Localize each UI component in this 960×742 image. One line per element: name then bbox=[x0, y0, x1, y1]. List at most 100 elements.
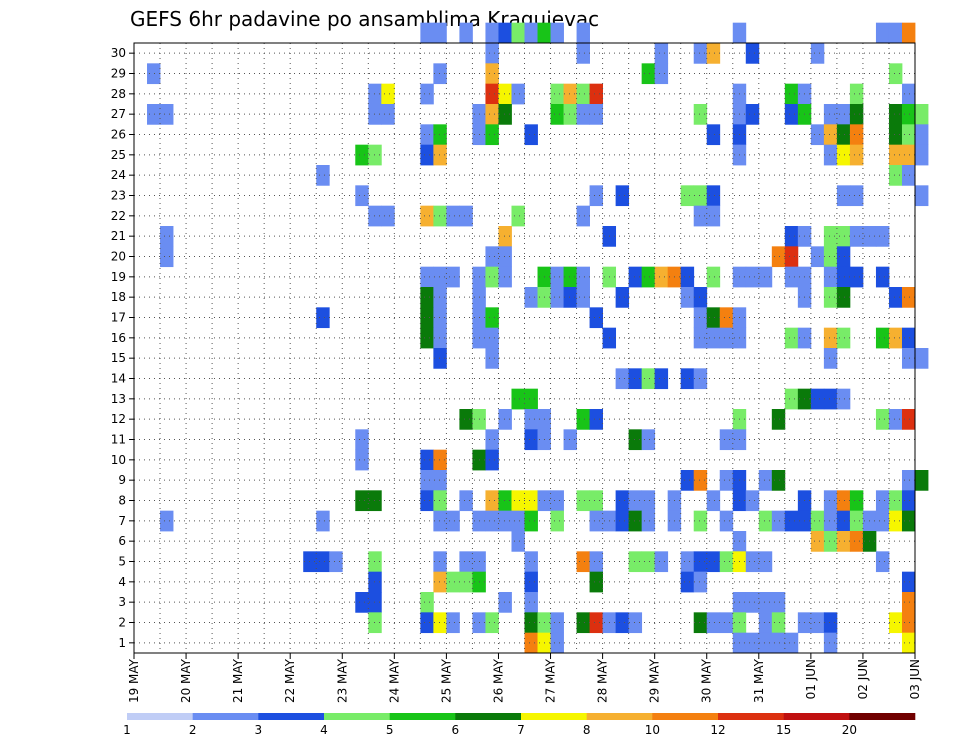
heatmap-cell bbox=[823, 348, 838, 369]
heatmap-cell bbox=[563, 104, 577, 125]
heatmap-cell bbox=[771, 246, 786, 268]
heatmap-cell bbox=[836, 124, 851, 146]
heatmap-cell bbox=[615, 368, 630, 390]
heatmap-cell bbox=[849, 185, 864, 207]
heatmap-cell bbox=[160, 246, 174, 268]
heatmap-cell bbox=[719, 470, 734, 491]
heatmap-cell bbox=[641, 510, 656, 532]
y-tick-label: 9 bbox=[118, 473, 126, 487]
heatmap-cell bbox=[316, 551, 330, 573]
heatmap-cell bbox=[823, 388, 838, 410]
heatmap-cell bbox=[589, 185, 603, 207]
heatmap-cell bbox=[849, 266, 864, 288]
y-axis-ticks: 1234567891011121314151617181920212223242… bbox=[111, 46, 134, 650]
heatmap-cell bbox=[576, 490, 590, 512]
heatmap-cell bbox=[381, 83, 395, 105]
heatmap-cell bbox=[836, 266, 851, 288]
heatmap-cell bbox=[524, 632, 538, 654]
heatmap-cell bbox=[823, 246, 838, 268]
heatmap-cell bbox=[628, 510, 643, 532]
heatmap-cell bbox=[355, 429, 369, 451]
heatmap-cell bbox=[589, 409, 603, 430]
heatmap-cell bbox=[433, 144, 447, 166]
heatmap-cell bbox=[901, 632, 916, 654]
y-tick-label: 23 bbox=[111, 189, 126, 203]
heatmap-cell bbox=[420, 307, 434, 329]
x-axis-ticks: 19 MAY 20 MAY 21 MAY 22 MAY 23 MAY 24 MAY 25 M… bbox=[127, 653, 922, 703]
heatmap-cell bbox=[147, 104, 161, 125]
heatmap-cell bbox=[368, 612, 382, 634]
heatmap-cell bbox=[758, 470, 773, 491]
colorbar-label: 7 bbox=[517, 723, 525, 737]
heatmap-cell bbox=[836, 531, 851, 552]
heatmap-cell bbox=[329, 551, 343, 573]
heatmap-cell bbox=[641, 551, 656, 573]
heatmap-cell bbox=[433, 470, 447, 491]
heatmap-cell bbox=[160, 104, 174, 125]
heatmap-cell bbox=[823, 226, 838, 247]
heatmap-cell bbox=[485, 266, 499, 288]
heatmap-cell bbox=[485, 348, 499, 369]
colorbar-label: 20 bbox=[842, 723, 857, 737]
colorbar-label: 2 bbox=[189, 723, 197, 737]
colorbar-label: 3 bbox=[255, 723, 263, 737]
heatmap-cell bbox=[680, 571, 695, 593]
heatmap-cell bbox=[771, 632, 786, 654]
colorbar-segment bbox=[324, 713, 390, 720]
heatmap-cell bbox=[433, 490, 447, 512]
heatmap-cell bbox=[915, 144, 929, 166]
heatmap-cell bbox=[485, 43, 499, 64]
y-tick-label: 30 bbox=[111, 46, 126, 60]
heatmap-cell bbox=[628, 490, 643, 512]
heatmap-cell bbox=[784, 83, 799, 105]
y-tick-label: 17 bbox=[111, 311, 126, 325]
heatmap-cell bbox=[498, 510, 512, 532]
heatmap-cell bbox=[719, 510, 734, 532]
y-tick-label: 22 bbox=[111, 209, 126, 223]
heatmap-cell bbox=[771, 470, 786, 491]
heatmap-cell bbox=[758, 632, 773, 654]
heatmap-cell bbox=[628, 551, 643, 573]
colorbar-segment bbox=[521, 713, 587, 720]
heatmap-cell bbox=[758, 551, 773, 573]
heatmap-cell bbox=[485, 490, 499, 512]
heatmap-cell bbox=[888, 612, 903, 634]
heatmap-cell bbox=[823, 287, 838, 308]
heatmap-cell bbox=[641, 63, 656, 85]
heatmap-cell bbox=[706, 327, 721, 349]
heatmap-cell bbox=[420, 266, 434, 288]
heatmap-cell bbox=[901, 612, 916, 634]
y-tick-label: 26 bbox=[111, 128, 126, 142]
heatmap-cell bbox=[589, 83, 603, 105]
heatmap-cell bbox=[446, 571, 460, 593]
x-tick-label: 19 MAY bbox=[127, 658, 141, 703]
heatmap-cell bbox=[420, 470, 434, 491]
heatmap-cell bbox=[589, 571, 603, 593]
heatmap-cell bbox=[823, 632, 838, 654]
heatmap-cell bbox=[368, 490, 382, 512]
x-tick-label: 20 MAY bbox=[179, 658, 193, 703]
heatmap-cell bbox=[420, 205, 434, 227]
heatmap-cell bbox=[784, 226, 799, 247]
y-tick-label: 15 bbox=[111, 351, 126, 365]
y-tick-label: 19 bbox=[111, 270, 126, 284]
heatmap-cell bbox=[459, 409, 473, 430]
heatmap-cell bbox=[810, 612, 825, 634]
heatmap-cell bbox=[160, 510, 174, 532]
heatmap-cell bbox=[823, 266, 838, 288]
heatmap-cell bbox=[576, 287, 590, 308]
heatmap-cell bbox=[420, 83, 434, 105]
heatmap-cell bbox=[784, 246, 799, 268]
heatmap-cell bbox=[433, 266, 447, 288]
heatmap-cell bbox=[355, 592, 369, 613]
heatmap-cell bbox=[693, 205, 708, 227]
heatmap-cell bbox=[420, 327, 434, 349]
y-tick-label: 8 bbox=[118, 494, 126, 508]
heatmap-cell bbox=[823, 612, 838, 634]
x-tick-label: 31 MAY bbox=[752, 658, 766, 703]
y-tick-label: 13 bbox=[111, 392, 126, 406]
colorbar-label: 15 bbox=[776, 723, 791, 737]
y-tick-label: 28 bbox=[111, 87, 126, 101]
heatmap-cell bbox=[485, 104, 499, 125]
heatmap-cell bbox=[420, 287, 434, 308]
